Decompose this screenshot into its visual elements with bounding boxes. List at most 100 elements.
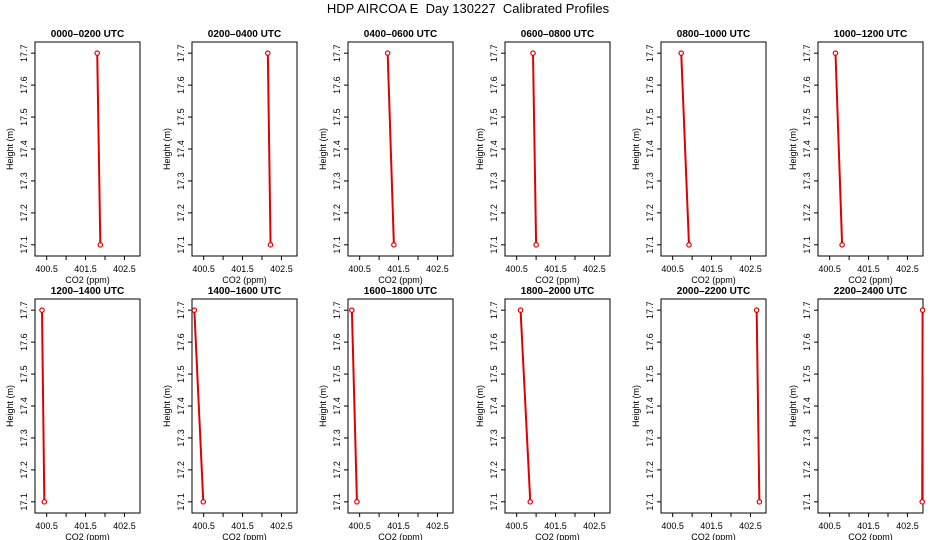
y-tick-label: 17.3 [802, 429, 812, 447]
panel-8: 1600–1800 UTC 400.5 401.5 402.5 17.1 17.2 17.3… [318, 286, 454, 540]
x-tick-label: 400.5 [818, 521, 841, 531]
y-tick-label: 17.7 [19, 301, 29, 319]
profile-point [756, 499, 763, 505]
plot-frame [34, 298, 141, 514]
y-tick-label: 17.3 [19, 172, 29, 190]
profile-line [350, 310, 358, 502]
plot-frame [660, 41, 767, 257]
y-tick-label: 17.5 [802, 365, 812, 383]
y-tick-label: 17.2 [645, 204, 655, 222]
y-tick-label: 17.7 [645, 44, 655, 62]
y-tick-label: 17.1 [489, 493, 499, 511]
x-tick-label: 400.5 [505, 264, 528, 274]
x-axis-label: CO2 (ppm) [848, 275, 893, 285]
x-tick-label: 400.5 [348, 264, 371, 274]
y-tick-label: 17.1 [19, 493, 29, 511]
y-tick-label: 17.3 [489, 429, 499, 447]
profile-line [193, 310, 205, 502]
y-tick-label: 17.1 [176, 493, 186, 511]
x-tick-label: 400.5 [661, 264, 684, 274]
profile-point [349, 307, 355, 313]
y-tick-label: 17.4 [19, 397, 29, 415]
y-tick-label: 17.3 [176, 172, 186, 190]
panel-4: 0800–1000 UTC 400.5 401.5 402.5 17.1 17.2 17.3… [631, 29, 767, 285]
plot-frame [504, 41, 611, 257]
y-tick-label: 17.2 [332, 204, 342, 222]
y-tick-label: 17.4 [332, 397, 342, 415]
profile-line [755, 310, 761, 502]
x-tick-label: 400.5 [661, 521, 684, 531]
y-axis-label: Height (m) [162, 385, 172, 427]
y-tick-label: 17.1 [332, 493, 342, 511]
y-tick-label: 17.2 [802, 204, 812, 222]
y-tick-label: 17.2 [802, 461, 812, 479]
y-tick-label: 17.1 [176, 236, 186, 254]
panel-title: 2200–2400 UTC [834, 286, 907, 297]
profile-line [532, 53, 538, 245]
y-tick-label: 17.6 [645, 333, 655, 351]
plot-frame [34, 41, 141, 257]
y-axis-label: Height (m) [162, 128, 172, 170]
profile-line [96, 53, 102, 245]
profile-point [678, 50, 685, 56]
y-tick-label: 17.3 [332, 429, 342, 447]
profile-point [191, 307, 198, 313]
y-tick-label: 17.6 [176, 333, 186, 351]
x-tick-label: 402.5 [113, 521, 136, 531]
profile-point [839, 242, 845, 248]
panel-title: 1400–1600 UTC [208, 286, 281, 297]
y-tick-label: 17.4 [19, 140, 29, 158]
panel-title: 1000–1200 UTC [834, 29, 907, 40]
x-tick-label: 401.5 [544, 521, 567, 531]
y-axis-label: Height (m) [318, 385, 328, 427]
y-tick-label: 17.3 [645, 429, 655, 447]
panel-5: 1000–1200 UTC 400.5 401.5 402.5 17.1 17.2 17.3… [788, 29, 924, 285]
y-tick-label: 17.5 [176, 108, 186, 126]
x-tick-label: 401.5 [74, 264, 97, 274]
y-tick-label: 17.3 [802, 172, 812, 190]
y-tick-label: 17.7 [489, 44, 499, 62]
panel-0: 0000–0200 UTC 400.5 401.5 402.5 17.1 17.2 17.3… [5, 29, 141, 285]
plot-frame [817, 298, 924, 514]
x-tick-label: 402.5 [896, 264, 919, 274]
x-tick-label: 402.5 [426, 264, 449, 274]
x-tick-label: 401.5 [387, 521, 410, 531]
x-tick-label: 400.5 [505, 521, 528, 531]
y-tick-label: 17.5 [19, 108, 29, 126]
y-tick-label: 17.7 [176, 44, 186, 62]
y-tick-label: 17.4 [489, 397, 499, 415]
y-tick-label: 17.7 [332, 44, 342, 62]
page-title: HDP AIRCOA E Day 130227 Calibrated Profi… [326, 1, 610, 16]
x-axis-label: CO2 (ppm) [378, 532, 423, 540]
y-tick-label: 17.7 [19, 44, 29, 62]
y-tick-label: 17.5 [332, 108, 342, 126]
x-axis-label: CO2 (ppm) [222, 532, 267, 540]
y-tick-label: 17.4 [645, 140, 655, 158]
y-tick-label: 17.3 [332, 172, 342, 190]
y-tick-label: 17.4 [802, 140, 812, 158]
profile-line [519, 310, 532, 502]
x-tick-label: 402.5 [896, 521, 919, 531]
y-tick-label: 17.1 [802, 493, 812, 511]
profile-line [834, 53, 844, 245]
y-axis-label: Height (m) [475, 385, 485, 427]
y-tick-label: 17.5 [645, 365, 655, 383]
x-tick-label: 402.5 [583, 264, 606, 274]
y-tick-label: 17.1 [645, 236, 655, 254]
y-tick-label: 17.5 [489, 365, 499, 383]
profile-point [265, 50, 271, 56]
y-tick-label: 17.5 [19, 365, 29, 383]
profile-point [41, 499, 48, 505]
profile-point [384, 50, 391, 56]
profile-point [530, 50, 536, 56]
y-axis-label: Height (m) [631, 128, 641, 170]
x-tick-label: 401.5 [387, 264, 410, 274]
profile-point [97, 242, 104, 248]
profile-point [267, 242, 274, 248]
y-tick-label: 17.3 [645, 172, 655, 190]
plot-frame [191, 298, 298, 514]
plot-frame [347, 41, 454, 257]
x-axis-label: CO2 (ppm) [222, 275, 267, 285]
profile-point [919, 307, 926, 313]
y-tick-label: 17.6 [332, 76, 342, 94]
